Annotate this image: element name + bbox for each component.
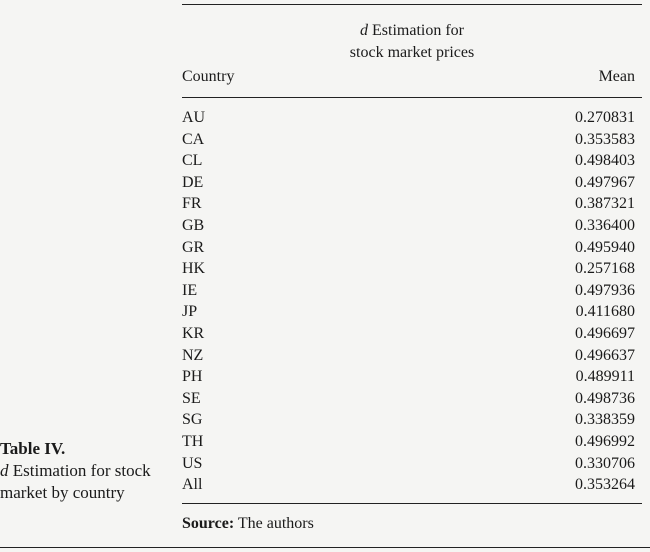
table-row: PH 0.489911 (182, 366, 635, 388)
country-cell: GB (182, 216, 205, 234)
table-row: HK 0.257168 (182, 258, 635, 280)
table-row: NZ 0.496637 (182, 345, 635, 367)
mean-cell: 0.257168 (575, 260, 635, 278)
table-source: Source: The authors (182, 515, 314, 533)
table-row: GB 0.336400 (182, 215, 635, 237)
mean-cell: 0.353583 (575, 130, 635, 148)
country-cell: JP (182, 303, 198, 321)
mean-cell: 0.353264 (575, 476, 635, 494)
table-row: KR 0.496697 (182, 323, 635, 345)
mean-cell: 0.489911 (575, 368, 635, 386)
country-cell: HK (182, 260, 206, 278)
group-header-d: d (360, 22, 368, 39)
mean-cell: 0.387321 (575, 195, 635, 213)
table-body: AU 0.270831 CA 0.353583 CL 0.498403 DE 0.497967… (182, 107, 635, 496)
table-row: TH 0.496992 (182, 431, 635, 453)
country-cell: SE (182, 389, 201, 407)
table-row: JP 0.411680 (182, 301, 635, 323)
country-cell: All (182, 476, 203, 494)
mean-cell: 0.270831 (575, 109, 635, 126)
mean-cell: 0.330706 (575, 454, 635, 472)
mean-cell: 0.496992 (575, 432, 635, 450)
mean-cell: 0.336400 (575, 216, 635, 234)
caption-text: Estimation for stock market by country (0, 461, 151, 502)
table-number: Table IV. (0, 439, 66, 458)
country-cell: PH (182, 368, 203, 386)
table-row: US 0.330706 (182, 453, 635, 475)
column-group-header: d Estimation for stock market prices (182, 20, 642, 64)
mean-cell: 0.498403 (575, 152, 635, 170)
country-cell: FR (182, 195, 202, 213)
mean-cell: 0.411680 (575, 303, 635, 321)
country-cell: NZ (182, 346, 204, 364)
group-header-line2: stock market prices (349, 44, 475, 61)
country-cell: IE (182, 281, 198, 299)
mean-cell: 0.496637 (575, 346, 635, 364)
table-row: All 0.353264 (182, 474, 635, 496)
country-cell: GR (182, 238, 205, 256)
body-bottom-rule (182, 503, 642, 504)
table-caption: Table IV. d Estimation for stock market … (0, 438, 175, 504)
mean-cell: 0.495940 (575, 238, 635, 256)
table-row: IE 0.497936 (182, 280, 635, 302)
country-cell: CA (182, 130, 205, 148)
column-header-mean: Mean (598, 68, 635, 85)
table-row: AU 0.270831 (182, 107, 635, 129)
group-header-text: Estimation for (368, 22, 464, 39)
source-label: Source: (182, 515, 235, 532)
table-row: FR 0.387321 (182, 193, 635, 215)
table-row: CL 0.498403 (182, 150, 635, 172)
table-row: DE 0.497967 (182, 172, 635, 194)
table-row: GR 0.495940 (182, 237, 635, 259)
country-cell: TH (182, 432, 204, 450)
mean-cell: 0.338359 (575, 411, 635, 429)
mean-cell: 0.497967 (575, 173, 635, 191)
country-cell: AU (182, 109, 206, 126)
mean-cell: 0.496697 (575, 324, 635, 342)
source-text: The authors (234, 515, 314, 532)
mean-cell: 0.498736 (575, 389, 635, 407)
country-cell: KR (182, 324, 205, 342)
country-cell: DE (182, 173, 204, 191)
table-row: SE 0.498736 (182, 388, 635, 410)
header-rule (182, 97, 642, 98)
column-header-country: Country (182, 68, 235, 85)
country-cell: CL (182, 152, 203, 170)
table-row: SG 0.338359 (182, 409, 635, 431)
top-rule (182, 4, 642, 5)
mean-cell: 0.497936 (575, 281, 635, 299)
country-cell: US (182, 454, 203, 472)
bottom-rule (0, 547, 650, 548)
caption-d: d (0, 461, 9, 480)
table-row: CA 0.353583 (182, 129, 635, 151)
country-cell: SG (182, 411, 203, 429)
